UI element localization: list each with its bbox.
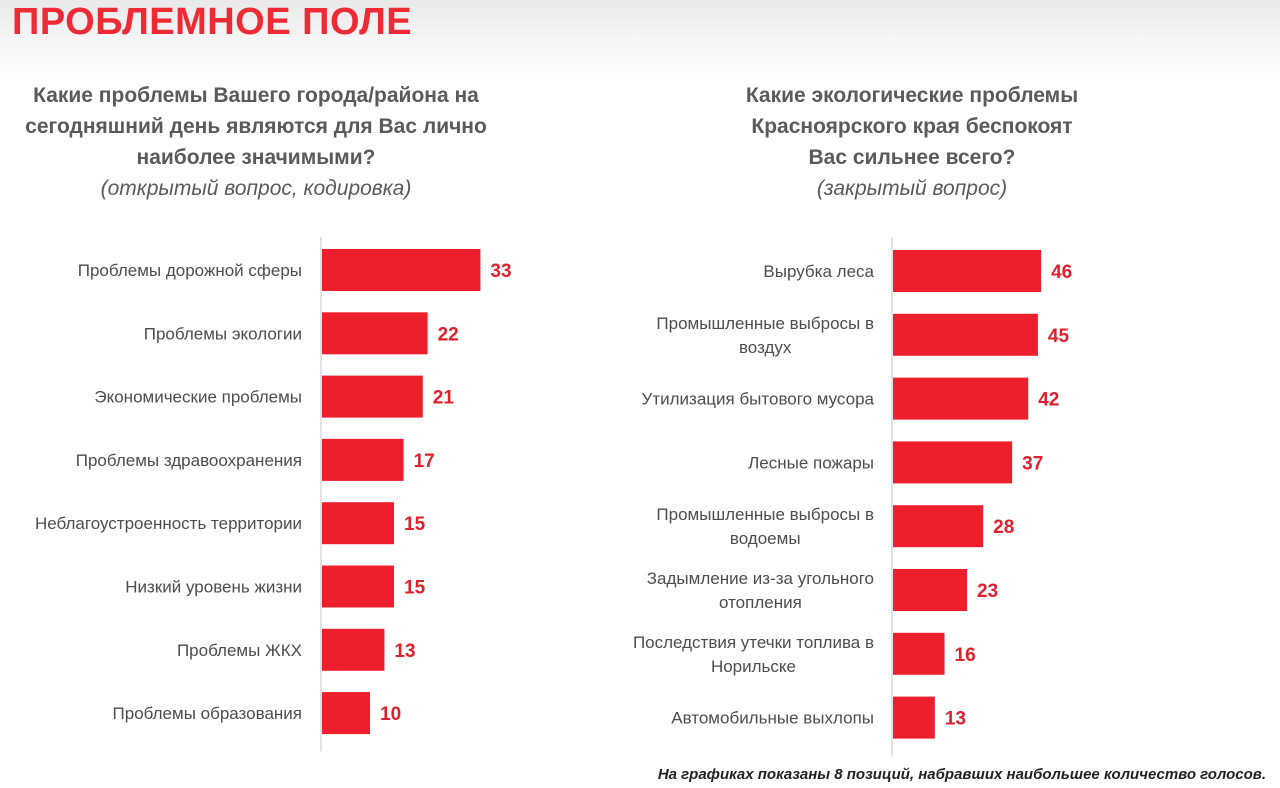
right-question-line-2: Красноярского края беспокоят [751, 115, 1073, 138]
chart-0-bar-3 [322, 438, 404, 481]
chart-1-category-label-5-line-0: Задымление из-за угольного [647, 569, 874, 588]
chart-0-category-label-2-line-0: Экономические проблемы [94, 388, 302, 407]
chart-0-value-label-5: 15 [404, 578, 426, 599]
right-question-line-3: Вас сильнее всего? [808, 146, 1016, 169]
page-title: ПРОБЛЕМНОЕ ПОЛЕ [12, 1, 413, 43]
left-question-line-2: сегодняшний день являются для Вас лично [25, 115, 487, 138]
chart-1-value-label-6: 16 [955, 645, 976, 666]
chart-0-category-label-0-line-0: Проблемы дорожной сферы [78, 261, 302, 280]
chart-1-category-label-0-line-0: Вырубка леса [763, 262, 874, 281]
chart-0-category-label-3-line-0: Проблемы здравоохранения [76, 451, 302, 470]
chart-1-bar-3 [893, 441, 1013, 484]
chart-0-bar-6 [322, 628, 385, 671]
chart-0-bar-4 [322, 502, 394, 545]
chart-1-bar-5 [893, 569, 968, 611]
chart-0-value-label-7: 10 [380, 704, 401, 725]
chart-0-bar-7 [322, 692, 370, 735]
chart-1-category-label-3-line-0: Лесные пожары [748, 453, 874, 472]
chart-0-category-label-4-line-0: Неблагоустроенность территории [35, 514, 302, 533]
chart-1-value-label-1: 45 [1048, 326, 1070, 347]
right-question-title: Какие экологические проблемы Красноярско… [652, 80, 1172, 204]
chart-0-category-label-7-line-0: Проблемы образования [113, 704, 302, 723]
chart-1-category-label-7-line-0: Автомобильные выхлопы [671, 709, 874, 728]
chart-1-bar-1 [893, 313, 1038, 356]
chart-1-category-label-5-line-1: отопления [719, 593, 802, 612]
left-question-line-1: Какие проблемы Вашего города/района на [33, 84, 479, 107]
chart-1-category-label-2-line-0: Утилизация бытового мусора [642, 390, 875, 409]
chart-1-value-label-7: 13 [945, 709, 966, 730]
chart-1-bar-4 [893, 505, 984, 548]
chart-0-category-label-1-line-0: Проблемы экологии [144, 324, 302, 343]
left-question-line-3: наиболее значимыми? [136, 146, 376, 169]
chart-1-value-label-0: 46 [1051, 262, 1072, 283]
left-question-title: Какие проблемы Вашего города/района на с… [0, 80, 512, 204]
chart-1-value-label-3: 37 [1022, 453, 1043, 474]
chart-1-category-label-4-line-1: водоемы [730, 529, 801, 548]
chart-1-value-label-5: 23 [977, 581, 998, 602]
chart-1-bar-2 [893, 377, 1029, 420]
chart-0-value-label-3: 17 [414, 451, 435, 472]
chart-1-bar-6 [893, 632, 945, 675]
chart-1-bar-0 [893, 250, 1042, 292]
chart-1-bar-7 [893, 696, 935, 739]
chart-0-category-label-6-line-0: Проблемы ЖКХ [177, 641, 302, 660]
chart-1-category-label-1-line-1: воздух [739, 338, 792, 357]
right-question-line-1: Какие экологические проблемы [745, 84, 1079, 107]
footnote: На графиках показаны 8 позиций, набравши… [657, 766, 1266, 783]
chart-1-value-label-4: 28 [993, 517, 1014, 538]
chart-1-category-label-4-line-0: Промышленные выбросы в [656, 505, 874, 524]
chart-0-bar-2 [322, 375, 423, 418]
chart-0-category-label-5-line-0: Низкий уровень жизни [125, 578, 302, 597]
chart-1-category-label-6-line-0: Последствия утечки топлива в [633, 633, 874, 652]
right-question-note: (закрытый вопрос) [816, 177, 1008, 200]
chart-1-category-label-6-line-1: Норильске [711, 657, 796, 676]
chart-0-value-label-6: 13 [394, 641, 415, 662]
chart-0-value-label-0: 33 [490, 261, 511, 282]
left-question-note: (открытый вопрос, кодировка) [100, 177, 412, 200]
chart-1-category-label-1-line-0: Промышленные выбросы в [656, 314, 874, 333]
chart-0-bar-1 [322, 312, 428, 355]
chart-0-value-label-4: 15 [404, 514, 426, 535]
chart-0-bar-0 [322, 249, 481, 291]
chart-0-value-label-2: 21 [433, 388, 455, 409]
chart-0-bar-5 [322, 565, 394, 608]
chart-1-value-label-2: 42 [1038, 390, 1059, 411]
chart-0-value-label-1: 22 [438, 324, 459, 345]
